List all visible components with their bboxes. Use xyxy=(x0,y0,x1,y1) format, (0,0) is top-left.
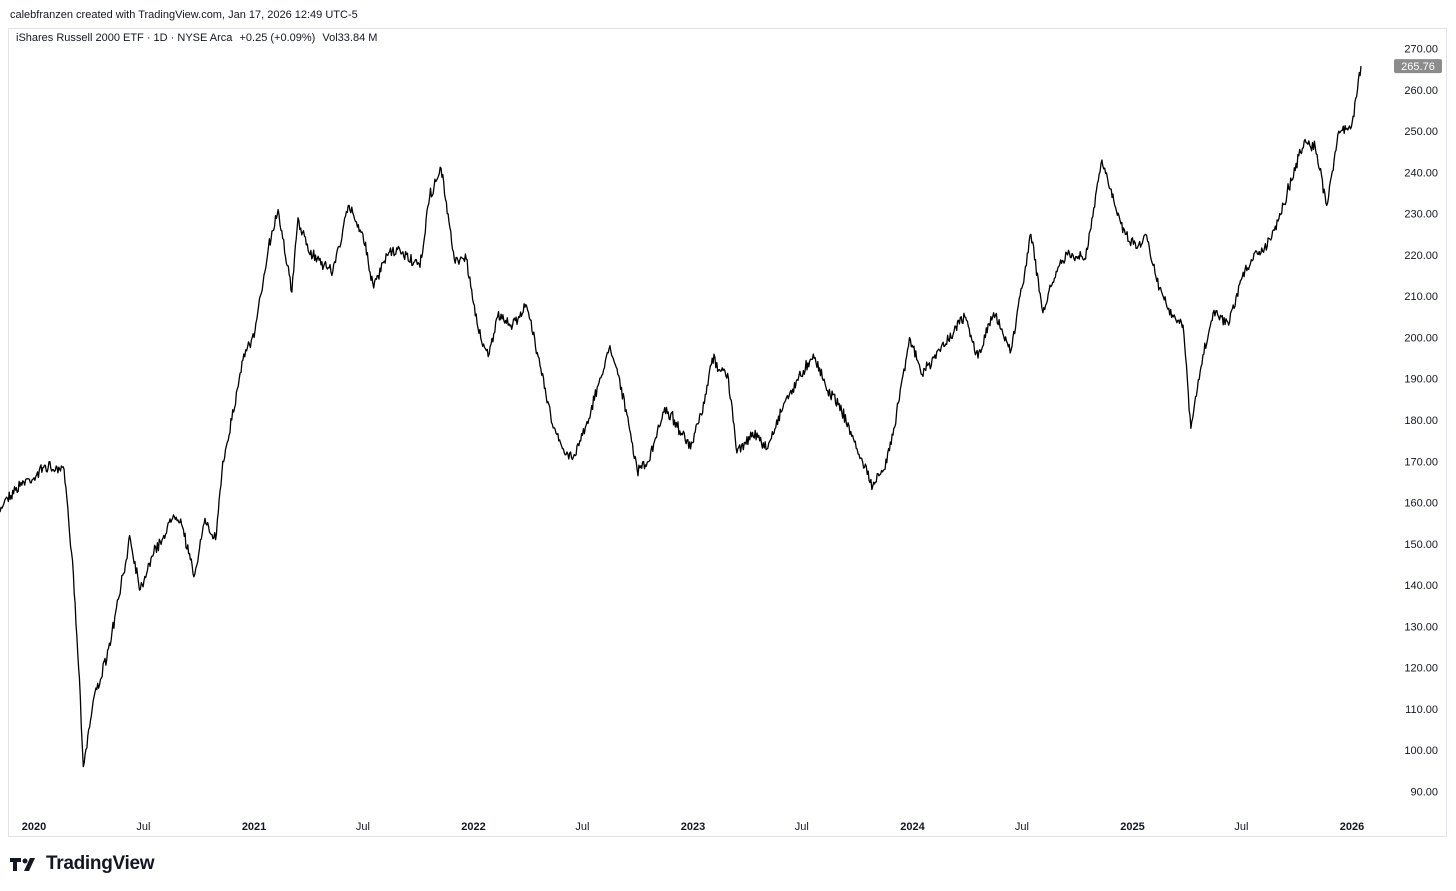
x-tick-label: 2021 xyxy=(242,821,266,833)
y-tick-label: 90.00 xyxy=(1410,786,1438,798)
y-tick-label: 150.00 xyxy=(1404,539,1438,551)
last-price-label: 265.76 xyxy=(1401,61,1435,73)
x-tick-label: 2023 xyxy=(681,821,705,833)
x-tick-label: Jul xyxy=(136,821,150,833)
x-tick-label: Jul xyxy=(356,821,370,833)
symbol-legend: iShares Russell 2000 ETF · 1D · NYSE Arc… xyxy=(16,32,381,44)
y-tick-label: 220.00 xyxy=(1404,250,1438,262)
tradingview-logo-icon xyxy=(10,858,35,871)
x-tick-label: 2022 xyxy=(461,821,485,833)
y-tick-label: 110.00 xyxy=(1405,704,1438,716)
chart-frame xyxy=(8,28,1447,837)
brand-name: TradingView xyxy=(46,853,155,874)
last-price-badge: 265.76 xyxy=(1394,59,1442,74)
x-tick-label: 2025 xyxy=(1120,821,1144,833)
y-tick-label: 240.00 xyxy=(1404,167,1438,179)
y-tick-label: 270.00 xyxy=(1404,44,1438,56)
y-tick-label: 250.00 xyxy=(1404,126,1438,138)
x-tick-label: Jul xyxy=(1234,821,1248,833)
x-tick-label: 2026 xyxy=(1340,821,1364,833)
symbol-title: iShares Russell 2000 ETF · 1D · NYSE Arc… xyxy=(16,32,233,44)
chart-caption: calebfranzen created with TradingView.co… xyxy=(10,9,358,21)
y-tick-label: 200.00 xyxy=(1404,332,1438,344)
x-tick-label: 2024 xyxy=(900,821,925,833)
x-tick-label: Jul xyxy=(1015,821,1029,833)
y-tick-label: 140.00 xyxy=(1404,580,1438,592)
x-tick-label: 2020 xyxy=(22,821,46,833)
y-tick-label: 120.00 xyxy=(1404,663,1438,675)
volume-readout: Vol33.84 M xyxy=(322,32,378,44)
footer-branding: TradingView xyxy=(10,853,155,875)
y-axis: 90.00 100.00 110.00 120.00 130.00 140.00 150.0… xyxy=(1404,44,1438,799)
x-tick-label: Jul xyxy=(575,821,589,833)
price-change: +0.25 (+0.09%) xyxy=(239,32,316,44)
x-axis: 2020 Jul 2021 Jul 2022 Jul 2023 Jul 2024 Jul 2025 J… xyxy=(22,821,1364,833)
x-tick-label: Jul xyxy=(795,821,809,833)
y-tick-label: 170.00 xyxy=(1404,456,1438,468)
y-tick-label: 260.00 xyxy=(1404,85,1438,97)
y-tick-label: 190.00 xyxy=(1404,374,1438,386)
y-tick-label: 180.00 xyxy=(1404,415,1438,427)
y-tick-label: 210.00 xyxy=(1404,291,1438,303)
y-tick-label: 230.00 xyxy=(1404,209,1438,221)
y-tick-label: 100.00 xyxy=(1404,745,1438,757)
y-tick-label: 160.00 xyxy=(1404,498,1438,510)
price-line xyxy=(0,66,1362,768)
y-tick-label: 130.00 xyxy=(1404,621,1438,633)
